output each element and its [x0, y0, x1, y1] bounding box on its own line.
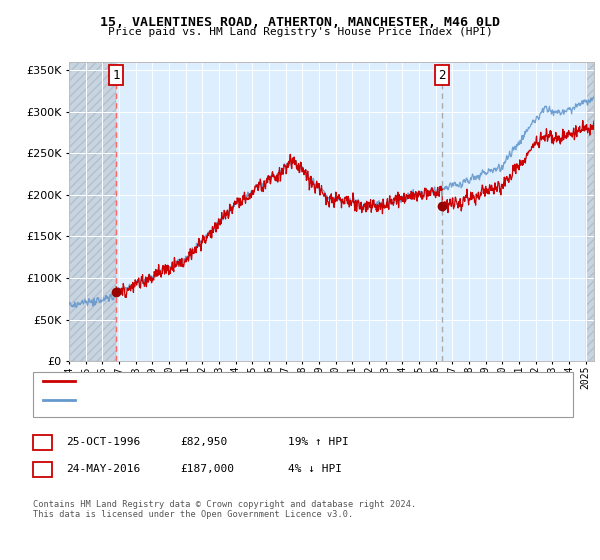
Text: 19% ↑ HPI: 19% ↑ HPI	[288, 437, 349, 447]
Text: 15, VALENTINES ROAD, ATHERTON, MANCHESTER, M46 0LD (detached house): 15, VALENTINES ROAD, ATHERTON, MANCHESTE…	[82, 376, 476, 386]
Text: 1: 1	[112, 68, 120, 82]
Text: 1: 1	[39, 436, 46, 449]
Text: Price paid vs. HM Land Registry's House Price Index (HPI): Price paid vs. HM Land Registry's House …	[107, 27, 493, 37]
Text: £82,950: £82,950	[180, 437, 227, 447]
Text: 4% ↓ HPI: 4% ↓ HPI	[288, 464, 342, 474]
Text: £187,000: £187,000	[180, 464, 234, 474]
Text: 2: 2	[439, 68, 446, 82]
Bar	[69, 62, 116, 361]
Text: 15, VALENTINES ROAD, ATHERTON, MANCHESTER, M46 0LD: 15, VALENTINES ROAD, ATHERTON, MANCHESTE…	[100, 16, 500, 29]
Text: 25-OCT-1996: 25-OCT-1996	[66, 437, 140, 447]
Text: Contains HM Land Registry data © Crown copyright and database right 2024.
This d: Contains HM Land Registry data © Crown c…	[33, 500, 416, 519]
Text: 2: 2	[39, 463, 46, 476]
Text: 24-MAY-2016: 24-MAY-2016	[66, 464, 140, 474]
Text: HPI: Average price, detached house, Wigan: HPI: Average price, detached house, Wiga…	[82, 395, 323, 405]
Bar	[586, 62, 594, 361]
